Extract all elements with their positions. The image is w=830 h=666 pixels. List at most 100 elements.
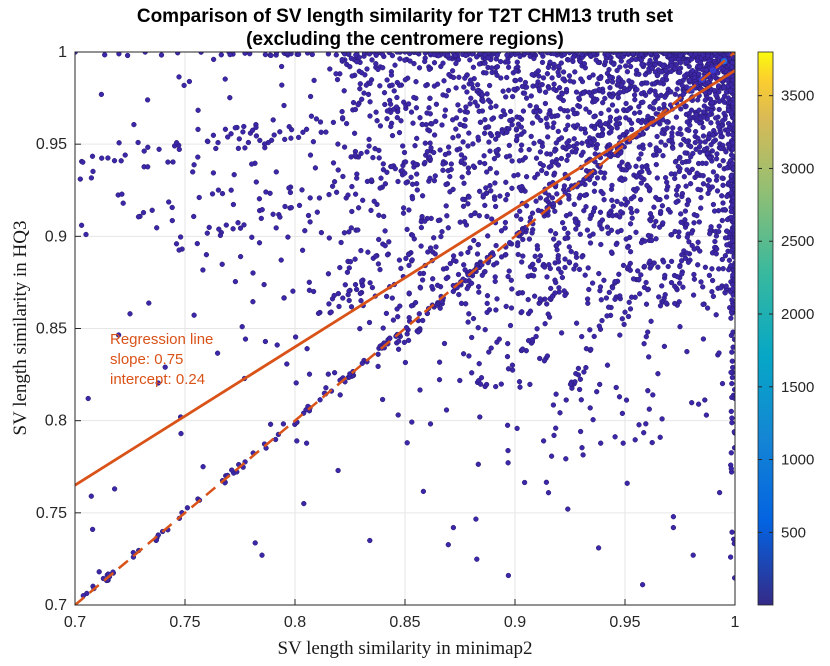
scatter-point — [622, 196, 628, 202]
scatter-point — [412, 143, 418, 149]
scatter-point — [624, 480, 630, 486]
scatter-point — [476, 213, 482, 219]
scatter-point — [488, 104, 494, 111]
scatter-point — [630, 276, 637, 282]
scatter-point — [532, 253, 538, 259]
scatter-point — [703, 67, 709, 73]
scatter-point — [730, 306, 735, 312]
scatter-point — [523, 203, 530, 209]
scatter-point — [593, 57, 599, 63]
scatter-point — [677, 69, 683, 76]
scatter-point — [353, 52, 359, 58]
scatter-point — [598, 121, 604, 128]
scatter-point — [165, 159, 171, 165]
scatter-point — [617, 293, 623, 299]
scatter-point — [663, 73, 669, 79]
scatter-point — [609, 102, 616, 108]
scatter-point — [488, 132, 495, 139]
scatter-point — [518, 216, 524, 222]
scatter-point — [544, 274, 550, 280]
scatter-point — [473, 516, 479, 522]
scatter-point — [566, 52, 573, 56]
scatter-point — [622, 309, 628, 315]
scatter-point — [615, 78, 621, 84]
scatter-point — [445, 52, 451, 59]
scatter-point — [505, 340, 511, 347]
scatter-point — [417, 285, 424, 291]
scatter-point — [307, 93, 314, 100]
scatter-point — [407, 58, 413, 64]
scatter-point — [474, 82, 481, 88]
scatter-point — [475, 241, 481, 248]
scatter-point — [684, 234, 690, 240]
scatter-point — [267, 421, 274, 427]
scatter-point — [176, 74, 182, 80]
scatter-point — [447, 260, 453, 267]
scatter-point — [714, 151, 720, 157]
scatter-point — [422, 218, 428, 224]
scatter-point — [475, 325, 481, 331]
hotspot-point — [709, 67, 717, 74]
scatter-point — [441, 78, 447, 84]
scatter-point — [613, 116, 620, 123]
scatter-point — [594, 81, 601, 87]
scatter-point — [657, 80, 663, 86]
scatter-point — [489, 65, 495, 71]
scatter-point — [527, 308, 534, 314]
scatter-point — [545, 52, 551, 56]
scatter-point — [628, 205, 634, 212]
scatter-point — [672, 65, 678, 72]
scatter-point — [367, 113, 373, 119]
scatter-point — [461, 219, 468, 225]
scatter-point — [691, 276, 698, 282]
scatter-point — [443, 265, 450, 271]
scatter-point — [485, 124, 492, 130]
scatter-point — [427, 140, 433, 146]
scatter-point — [581, 90, 587, 96]
scatter-point — [416, 311, 422, 317]
scatter-point — [381, 90, 388, 96]
scatter-point — [617, 89, 623, 96]
scatter-point — [668, 171, 674, 177]
scatter-point — [660, 259, 667, 265]
scatter-point — [647, 142, 653, 148]
scatter-point — [653, 111, 659, 117]
scatter-point — [487, 148, 493, 154]
scatter-point — [673, 199, 679, 205]
scatter-point — [335, 141, 341, 147]
scatter-point — [700, 301, 706, 308]
scatter-point — [721, 99, 727, 105]
scatter-point — [728, 88, 734, 94]
scatter-point — [716, 162, 723, 169]
scatter-point — [528, 93, 534, 99]
scatter-point — [551, 61, 557, 68]
scatter-point — [706, 135, 712, 141]
scatter-point — [651, 100, 657, 106]
scatter-point — [727, 554, 734, 560]
scatter-point — [354, 59, 360, 65]
scatter-point — [599, 132, 605, 138]
scatter-point — [493, 136, 499, 142]
scatter-point — [299, 187, 305, 193]
scatter-point — [467, 101, 473, 107]
scatter-point — [119, 191, 125, 197]
scatter-point — [700, 124, 706, 131]
scatter-point — [631, 194, 637, 200]
scatter-point — [591, 137, 597, 143]
scatter-point — [271, 132, 277, 138]
colorbar-tick-label: 3000 — [781, 160, 814, 177]
scatter-point — [366, 52, 373, 57]
scatter-point — [635, 268, 641, 274]
scatter-point — [317, 119, 324, 125]
scatter-point — [304, 346, 310, 352]
scatter-point — [681, 174, 687, 180]
scatter-point — [295, 52, 302, 57]
scatter-point — [565, 57, 571, 63]
scatter-point — [459, 174, 465, 180]
scatter-point — [663, 194, 670, 200]
scatter-point — [352, 152, 358, 158]
scatter-point — [413, 79, 419, 85]
scatter-point — [716, 106, 722, 113]
scatter-point — [516, 290, 523, 296]
scatter-point — [545, 490, 552, 496]
